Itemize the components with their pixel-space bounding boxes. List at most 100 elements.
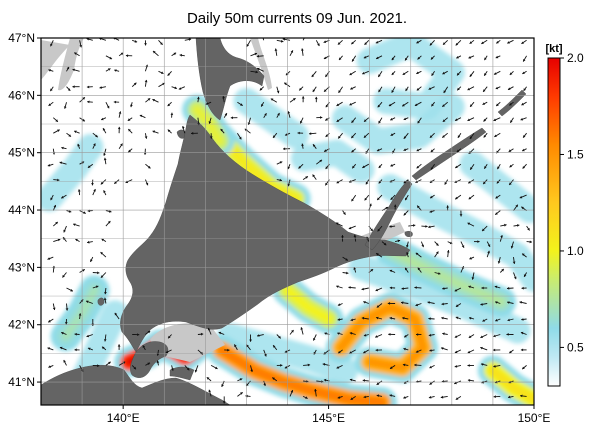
current-arrow bbox=[197, 332, 204, 336]
current-arrow bbox=[442, 39, 449, 46]
current-arrow bbox=[276, 112, 280, 118]
current-arrow bbox=[428, 395, 435, 399]
current-arrow bbox=[429, 380, 435, 385]
current-arrow bbox=[276, 364, 283, 367]
current-arrow bbox=[103, 297, 107, 304]
current-arrow bbox=[260, 101, 265, 107]
current-arrow bbox=[480, 334, 488, 339]
current-arrow bbox=[89, 256, 94, 263]
current-arrow bbox=[272, 132, 278, 139]
current-arrow bbox=[421, 225, 428, 228]
current-arrow bbox=[469, 256, 475, 260]
current-arrow bbox=[363, 301, 369, 304]
current-arrow bbox=[507, 318, 514, 322]
map-frame bbox=[40, 37, 535, 406]
current-arrow bbox=[250, 52, 258, 57]
current-arrow bbox=[403, 148, 409, 151]
current-arrow bbox=[402, 363, 409, 367]
current-arrow bbox=[144, 179, 149, 186]
current-arrow bbox=[522, 163, 527, 169]
current-arrow bbox=[443, 86, 449, 94]
current-arrow bbox=[52, 303, 56, 311]
current-arrow bbox=[337, 318, 343, 321]
current-arrow bbox=[403, 347, 409, 351]
current-arrow bbox=[390, 132, 396, 136]
current-arrow bbox=[118, 143, 123, 149]
current-arrow bbox=[72, 85, 80, 89]
current-arrow bbox=[100, 117, 107, 121]
current-arrow bbox=[512, 257, 516, 264]
current-arrow bbox=[420, 241, 424, 248]
current-arrow bbox=[262, 38, 265, 41]
current-arrow bbox=[442, 117, 448, 123]
current-arrow bbox=[263, 380, 266, 387]
current-arrow bbox=[454, 163, 462, 169]
current-arrow bbox=[377, 101, 383, 108]
current-arrow bbox=[338, 55, 343, 61]
land-shimokita bbox=[169, 366, 195, 381]
colorbar-tick-label: 2.0 bbox=[567, 51, 584, 65]
current-arrow bbox=[209, 133, 213, 139]
current-arrow bbox=[105, 101, 110, 109]
current-arrow bbox=[73, 130, 80, 134]
current-arrow bbox=[442, 132, 448, 138]
current-arrow bbox=[415, 303, 422, 307]
current-arrow bbox=[337, 332, 343, 335]
current-arrow bbox=[509, 163, 514, 168]
current-arrow bbox=[415, 349, 422, 353]
current-arrow bbox=[377, 225, 383, 232]
current-arrow bbox=[299, 117, 304, 124]
current-arrow bbox=[63, 225, 67, 233]
current-arrow bbox=[276, 86, 280, 94]
current-arrow bbox=[431, 101, 435, 107]
current-arrow bbox=[130, 102, 133, 108]
current-arrow bbox=[282, 147, 291, 151]
current-arrow bbox=[493, 395, 501, 398]
current-arrow bbox=[520, 117, 527, 121]
current-arrow bbox=[302, 395, 308, 399]
current-arrow bbox=[87, 240, 93, 244]
current-arrow bbox=[483, 132, 488, 138]
background-current-band bbox=[41, 134, 104, 212]
current-arrow bbox=[494, 210, 501, 216]
current-arrow bbox=[103, 148, 107, 156]
land-shikotan bbox=[404, 231, 413, 237]
current-arrow bbox=[390, 117, 396, 121]
current-arrow bbox=[256, 54, 264, 58]
current-arrow bbox=[350, 132, 357, 139]
current-arrow bbox=[100, 179, 107, 185]
current-arrow bbox=[508, 179, 514, 186]
current-arrow bbox=[351, 39, 356, 45]
current-arrow bbox=[237, 391, 243, 397]
current-arrow bbox=[66, 132, 72, 137]
current-arrow bbox=[363, 132, 370, 139]
current-arrow bbox=[495, 194, 501, 199]
current-arrow bbox=[61, 146, 67, 150]
current-arrow bbox=[182, 125, 186, 134]
current-arrow bbox=[105, 210, 112, 213]
current-arrow bbox=[467, 86, 475, 91]
current-arrow bbox=[387, 302, 396, 305]
current-arrow bbox=[338, 86, 343, 94]
current-arrow bbox=[509, 117, 514, 124]
current-arrow bbox=[152, 130, 159, 134]
current-arrow bbox=[480, 363, 488, 366]
lat-tick-label: 42°N bbox=[8, 318, 35, 332]
current-arrow bbox=[249, 334, 252, 342]
current-arrow bbox=[353, 234, 357, 242]
current-arrow bbox=[74, 332, 80, 336]
lat-tick-label: 45°N bbox=[8, 146, 35, 160]
current-arrow bbox=[469, 39, 475, 45]
current-arrow bbox=[481, 286, 488, 290]
current-arrow bbox=[467, 349, 475, 354]
current-arrow bbox=[222, 396, 226, 404]
current-arrow bbox=[66, 287, 74, 292]
current-arrow bbox=[468, 55, 475, 59]
current-arrow bbox=[105, 361, 111, 366]
current-arrow bbox=[468, 334, 475, 339]
current-arrow bbox=[144, 40, 147, 46]
current-arrow bbox=[156, 360, 160, 366]
current-arrow bbox=[337, 303, 343, 306]
current-arrow bbox=[467, 379, 475, 382]
current-arrow bbox=[363, 117, 370, 123]
